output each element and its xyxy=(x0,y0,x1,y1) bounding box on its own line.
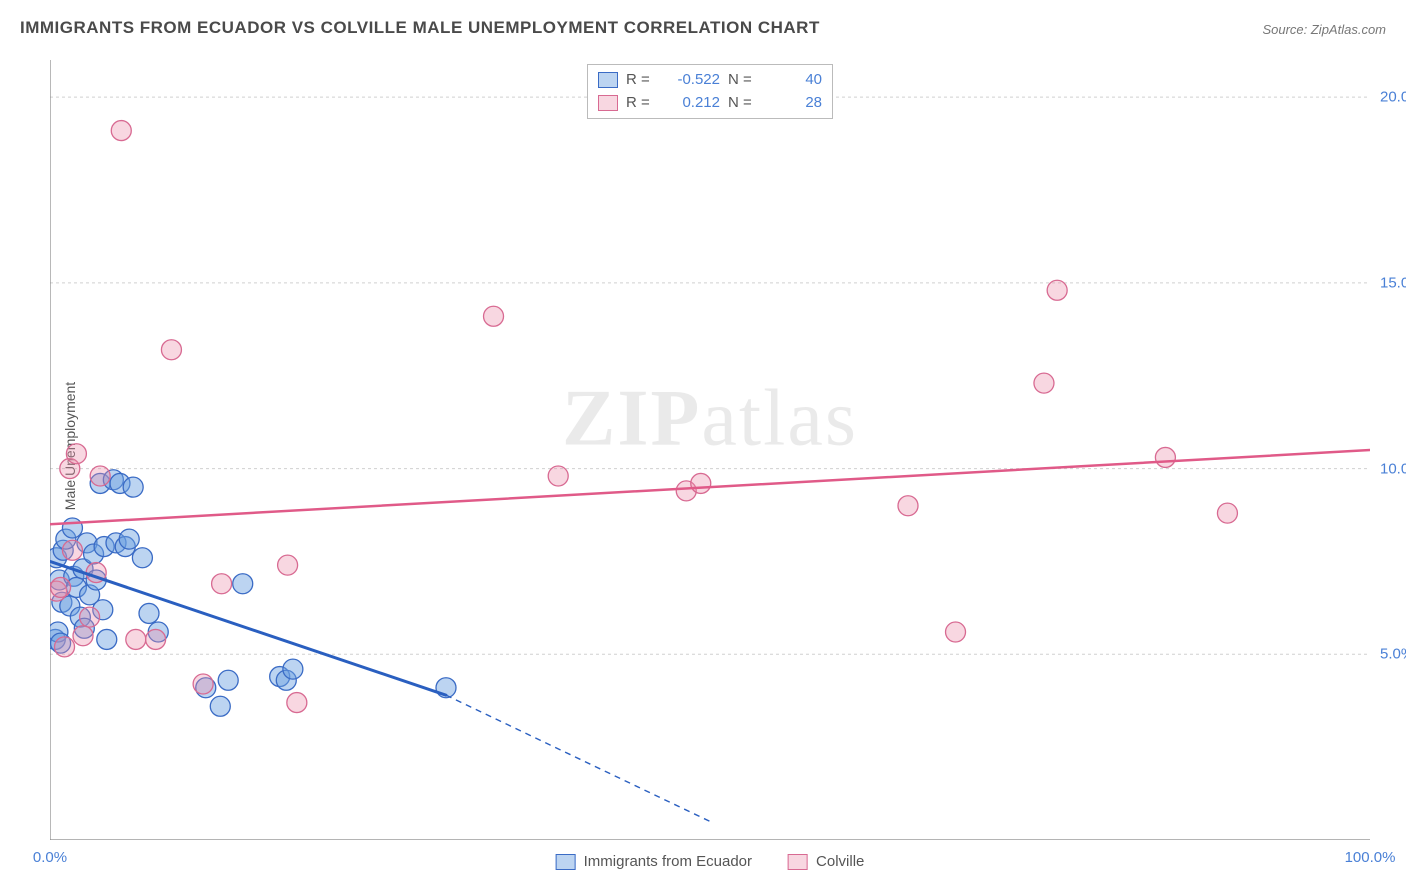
swatch-pink-icon xyxy=(788,854,808,870)
series-legend: Immigrants from Ecuador Colville xyxy=(556,853,865,870)
swatch-pink-icon xyxy=(598,95,618,111)
n-label: N = xyxy=(728,69,756,92)
r-label: R = xyxy=(626,69,654,92)
swatch-blue-icon xyxy=(556,854,576,870)
swatch-blue-icon xyxy=(598,72,618,88)
n-label: N = xyxy=(728,92,756,115)
n-value-colville: 28 xyxy=(764,92,822,115)
y-tick-label: 5.0% xyxy=(1380,646,1406,663)
y-tick-label: 20.0% xyxy=(1380,89,1406,106)
correlation-legend: R = -0.522 N = 40 R = 0.212 N = 28 xyxy=(587,64,833,119)
n-value-ecuador: 40 xyxy=(764,69,822,92)
y-tick-label: 15.0% xyxy=(1380,274,1406,291)
legend-label-ecuador: Immigrants from Ecuador xyxy=(584,853,752,870)
legend-row-ecuador: R = -0.522 N = 40 xyxy=(598,69,822,92)
legend-item-colville: Colville xyxy=(788,853,864,870)
scatter-plot: ZIPatlas R = -0.522 N = 40 R = 0.212 N =… xyxy=(50,60,1370,840)
page-title: IMMIGRANTS FROM ECUADOR VS COLVILLE MALE… xyxy=(20,18,820,38)
r-value-colville: 0.212 xyxy=(662,92,720,115)
x-tick-label: 0.0% xyxy=(33,849,67,866)
x-tick-label: 100.0% xyxy=(1345,849,1396,866)
legend-item-ecuador: Immigrants from Ecuador xyxy=(556,853,752,870)
plot-svg xyxy=(50,60,1370,840)
legend-row-colville: R = 0.212 N = 28 xyxy=(598,92,822,115)
y-tick-label: 10.0% xyxy=(1380,460,1406,477)
legend-label-colville: Colville xyxy=(816,853,864,870)
source-attribution: Source: ZipAtlas.com xyxy=(1262,22,1386,37)
r-value-ecuador: -0.522 xyxy=(662,69,720,92)
r-label: R = xyxy=(626,92,654,115)
